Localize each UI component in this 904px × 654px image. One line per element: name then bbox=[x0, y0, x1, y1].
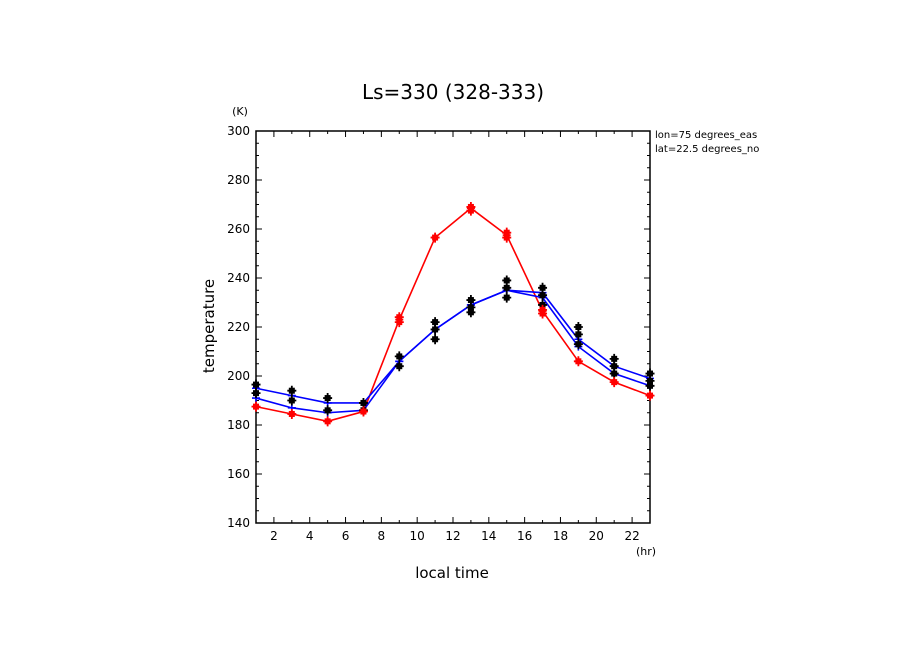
obs-marker-black-square bbox=[432, 319, 439, 326]
y-tick-label: 240 bbox=[227, 271, 250, 285]
obs-marker-black-square bbox=[253, 381, 259, 388]
y-tick-label: 200 bbox=[227, 369, 250, 383]
x-tick-label: 8 bbox=[378, 529, 386, 543]
x-tick-label: 12 bbox=[445, 529, 460, 543]
annotation-lat: lat=22.5 degrees_no bbox=[655, 144, 759, 155]
obs-marker-black-square bbox=[647, 382, 653, 389]
obs-marker-black-square bbox=[360, 399, 367, 406]
obs-marker-red-square bbox=[611, 379, 618, 386]
obs-marker-black-square bbox=[467, 297, 474, 304]
obs-marker-black-square bbox=[432, 336, 439, 343]
obs-marker-black-square bbox=[503, 294, 510, 301]
x-tick-label: 14 bbox=[481, 529, 496, 543]
y-axis-label: temperature bbox=[200, 279, 218, 373]
obs-marker-black-square bbox=[503, 284, 510, 291]
obs-marker-red-square bbox=[432, 234, 439, 241]
x-tick-label: 22 bbox=[624, 529, 639, 543]
y-tick-label: 220 bbox=[227, 320, 250, 334]
series-line-1 bbox=[255, 289, 651, 404]
obs-marker-black-square bbox=[611, 363, 618, 370]
plot-area: 2 4 6 8 10 12 14 16 18 20 22 140 160 180 200 220 240 260 2… bbox=[227, 124, 655, 543]
obs-marker-black-square bbox=[539, 292, 546, 299]
obs-marker-black-square bbox=[611, 370, 618, 377]
obs-marker-black-square bbox=[396, 353, 403, 360]
obs-marker-black-square bbox=[396, 363, 403, 370]
obs-marker-black-square bbox=[467, 309, 474, 316]
x-tick-label: 18 bbox=[553, 529, 568, 543]
obs-marker-black-square bbox=[324, 407, 331, 414]
chart-title: Ls=330 (328-333) bbox=[362, 80, 544, 104]
y-unit-label: (K) bbox=[232, 105, 248, 118]
obs-marker-black-square bbox=[324, 395, 331, 402]
obs-marker-red-square bbox=[396, 319, 403, 326]
obs-marker-red-square bbox=[503, 234, 510, 241]
obs-marker-black-square bbox=[575, 324, 582, 330]
obs-marker-red-square bbox=[324, 418, 331, 425]
obs-marker-black-square bbox=[253, 390, 259, 397]
y-tick-label: 160 bbox=[227, 467, 250, 481]
x-axis-label: local time bbox=[415, 564, 489, 582]
obs-marker-red-square bbox=[575, 358, 582, 365]
obs-marker-red-square bbox=[360, 408, 367, 415]
y-tick-label: 300 bbox=[227, 124, 250, 138]
series-line-0 bbox=[255, 207, 651, 423]
x-tick-label: 16 bbox=[517, 529, 532, 543]
x-tick-label: 20 bbox=[589, 529, 604, 543]
obs-marker-red-square bbox=[288, 410, 295, 417]
obs-marker-black-square bbox=[288, 387, 295, 394]
y-tick-label: 260 bbox=[227, 222, 250, 236]
obs-marker-black-square bbox=[575, 341, 582, 348]
obs-marker-black-square bbox=[575, 331, 582, 338]
plot-frame bbox=[255, 130, 651, 524]
obs-marker-red-square bbox=[647, 392, 653, 399]
x-tick-label: 10 bbox=[410, 529, 425, 543]
obs-marker-red-square bbox=[253, 403, 259, 410]
x-tick-label: 2 bbox=[270, 529, 278, 543]
obs-marker-red-square bbox=[539, 310, 546, 317]
y-tick-label: 280 bbox=[227, 173, 250, 187]
obs-marker-black-square bbox=[503, 277, 510, 284]
obs-marker-black-square bbox=[288, 397, 295, 404]
x-tick-label: 4 bbox=[306, 529, 314, 543]
obs-marker-black-square bbox=[647, 370, 653, 377]
obs-marker-black-square bbox=[611, 355, 618, 362]
annotation-lon: lon=75 degrees_eas bbox=[655, 130, 757, 141]
y-tick-label: 140 bbox=[227, 516, 250, 530]
x-unit-label: (hr) bbox=[636, 545, 656, 558]
obs-marker-black-square bbox=[432, 326, 439, 333]
x-tick-label: 6 bbox=[342, 529, 350, 543]
y-tick-label: 180 bbox=[227, 418, 250, 432]
obs-marker-red-square bbox=[467, 207, 474, 214]
obs-marker-black-square bbox=[539, 284, 546, 291]
series-line-2 bbox=[255, 289, 651, 414]
